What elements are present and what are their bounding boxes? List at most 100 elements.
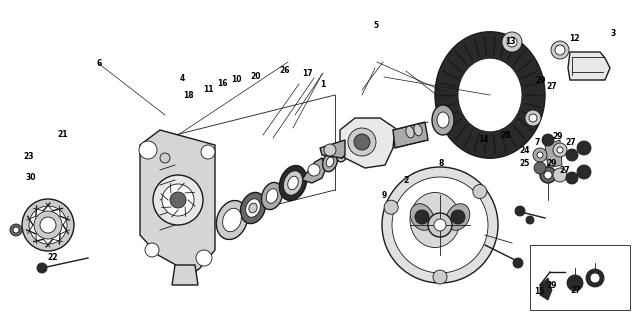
Circle shape	[34, 211, 62, 239]
Circle shape	[590, 273, 600, 283]
Ellipse shape	[410, 193, 460, 247]
Polygon shape	[545, 140, 562, 168]
Ellipse shape	[410, 204, 434, 230]
Circle shape	[415, 210, 429, 224]
Text: 22: 22	[47, 253, 58, 262]
Circle shape	[354, 134, 370, 150]
Text: 29: 29	[553, 132, 563, 141]
Circle shape	[428, 213, 452, 237]
Circle shape	[348, 128, 376, 156]
Circle shape	[382, 167, 498, 283]
Circle shape	[566, 172, 578, 184]
Circle shape	[13, 227, 19, 233]
Text: 5: 5	[374, 21, 379, 30]
Text: 14: 14	[478, 135, 488, 144]
Polygon shape	[393, 122, 428, 148]
Circle shape	[542, 134, 554, 146]
Polygon shape	[302, 158, 326, 183]
Text: 23: 23	[24, 152, 34, 161]
Polygon shape	[540, 278, 552, 300]
Circle shape	[526, 216, 534, 224]
Circle shape	[433, 270, 447, 284]
Ellipse shape	[266, 189, 278, 203]
Ellipse shape	[339, 152, 344, 158]
Text: 11: 11	[203, 85, 213, 94]
Circle shape	[434, 219, 446, 231]
Circle shape	[196, 250, 212, 266]
Circle shape	[473, 185, 487, 199]
Ellipse shape	[414, 124, 422, 136]
Circle shape	[507, 37, 517, 47]
Circle shape	[170, 192, 186, 208]
Polygon shape	[320, 140, 345, 158]
Circle shape	[513, 258, 523, 268]
Circle shape	[308, 164, 320, 176]
Ellipse shape	[406, 126, 414, 138]
Text: 16: 16	[217, 79, 227, 88]
Text: 2: 2	[404, 176, 409, 185]
Ellipse shape	[241, 192, 266, 224]
Text: 10: 10	[232, 76, 242, 84]
Circle shape	[534, 162, 546, 174]
Ellipse shape	[326, 157, 333, 167]
Text: 20: 20	[251, 72, 261, 81]
Circle shape	[525, 110, 541, 126]
Ellipse shape	[262, 182, 282, 210]
Circle shape	[22, 199, 74, 251]
Text: 29: 29	[547, 281, 557, 290]
Circle shape	[529, 114, 537, 122]
Circle shape	[37, 263, 47, 273]
Circle shape	[551, 41, 569, 59]
Circle shape	[540, 167, 556, 183]
Text: 24: 24	[520, 146, 530, 155]
Text: 1: 1	[321, 80, 326, 89]
Circle shape	[553, 168, 567, 182]
Circle shape	[201, 145, 215, 159]
Ellipse shape	[432, 105, 454, 135]
Circle shape	[160, 153, 170, 163]
Text: 3: 3	[611, 29, 616, 38]
Ellipse shape	[435, 32, 545, 158]
Ellipse shape	[337, 148, 348, 162]
Circle shape	[537, 152, 543, 158]
Ellipse shape	[279, 165, 307, 201]
Text: 13: 13	[506, 37, 516, 46]
Circle shape	[586, 269, 604, 287]
Text: 9: 9	[381, 191, 387, 200]
Polygon shape	[340, 118, 395, 168]
Circle shape	[139, 141, 157, 159]
Text: 4: 4	[180, 74, 185, 83]
Circle shape	[502, 32, 522, 52]
Text: 27: 27	[559, 166, 570, 175]
Text: 29: 29	[547, 159, 557, 168]
Circle shape	[533, 148, 547, 162]
Circle shape	[577, 141, 591, 155]
Ellipse shape	[216, 201, 248, 239]
Text: 25: 25	[520, 159, 530, 168]
Text: 6: 6	[97, 60, 102, 68]
Circle shape	[515, 206, 525, 216]
Text: 30: 30	[26, 173, 36, 182]
Circle shape	[384, 200, 398, 214]
Circle shape	[577, 165, 591, 179]
Circle shape	[40, 217, 56, 233]
Ellipse shape	[288, 176, 298, 190]
Polygon shape	[140, 130, 215, 272]
Circle shape	[553, 143, 567, 157]
Circle shape	[557, 147, 563, 153]
Circle shape	[544, 171, 552, 179]
Text: 26: 26	[280, 66, 290, 75]
Circle shape	[153, 175, 203, 225]
Circle shape	[555, 45, 565, 55]
Circle shape	[162, 184, 194, 216]
Ellipse shape	[458, 58, 522, 132]
Text: 21: 21	[58, 130, 68, 139]
FancyBboxPatch shape	[530, 245, 630, 310]
Ellipse shape	[246, 199, 260, 217]
Circle shape	[451, 210, 465, 224]
Circle shape	[145, 243, 159, 257]
Text: 7: 7	[535, 138, 540, 147]
Circle shape	[10, 224, 22, 236]
Polygon shape	[172, 265, 198, 285]
Circle shape	[392, 177, 488, 273]
